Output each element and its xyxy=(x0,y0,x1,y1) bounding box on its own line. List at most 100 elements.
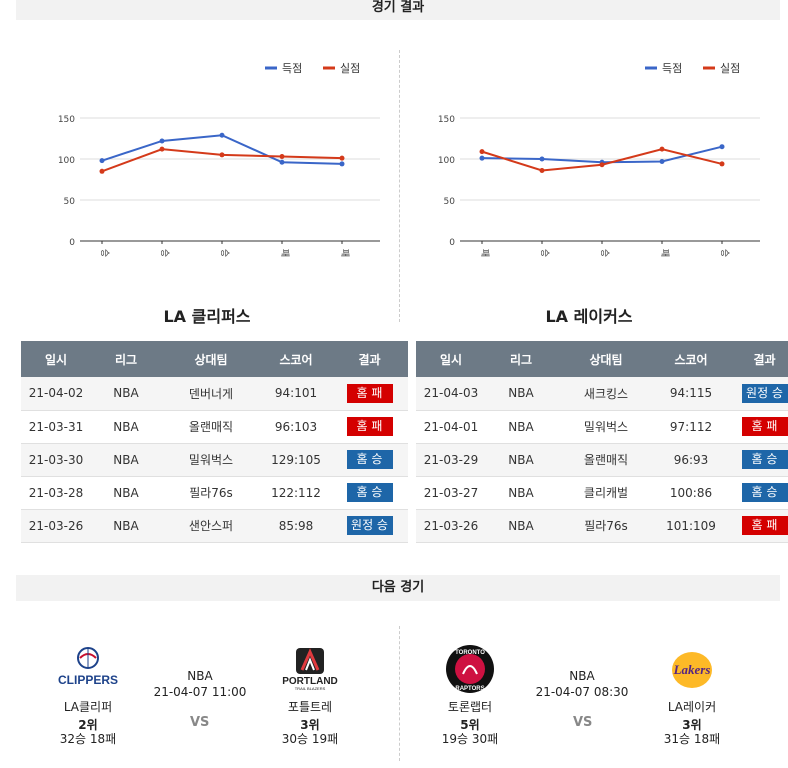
score-cell: 97:112 xyxy=(656,410,726,444)
next-game-section-header: 다음 경기 xyxy=(16,575,780,601)
svg-text:TRAIL BLAZERS: TRAIL BLAZERS xyxy=(295,686,326,691)
data-point xyxy=(539,156,545,162)
result-badge: 홈 패 xyxy=(741,417,788,436)
table-row: 21-04-02 NBA 덴버너게 94:101 홈 패 xyxy=(21,377,408,411)
right-results-table: 일시 리그 상대팀 스코어 결과 21-04-03 NBA 새크킹스 94:115 원정 승 21-… xyxy=(416,341,788,543)
y-tick-label: 0 xyxy=(449,238,455,248)
league-cell: NBA xyxy=(91,410,161,444)
home-team-rank: 2위 xyxy=(78,718,98,732)
data-point xyxy=(479,149,485,155)
left-chart: 0 50 100 150 승 승 승 패 패 득점 실점 xyxy=(40,50,380,270)
score-cell: 85:98 xyxy=(261,509,331,543)
league-cell: NBA xyxy=(486,443,556,477)
data-point xyxy=(479,155,485,161)
x-tick-label: 승 xyxy=(99,249,110,257)
data-point xyxy=(659,158,665,164)
result-badge: 홈 패 xyxy=(346,383,393,403)
game-league: NBA xyxy=(187,669,213,683)
table-row: 21-03-28 NBA 필라76s 122:112 홈 승 xyxy=(21,476,408,510)
column-header-date: 일시 xyxy=(21,341,91,377)
result-cell: 원정 승 xyxy=(726,377,788,411)
data-point xyxy=(279,159,285,165)
next-game-divider xyxy=(399,626,400,761)
league-cell: NBA xyxy=(486,509,556,543)
y-tick-label: 0 xyxy=(69,238,75,248)
table-row: 21-03-27 NBA 클리캐벌 100:86 홈 승 xyxy=(416,476,788,510)
away-team-rank: 3위 xyxy=(300,718,320,732)
x-tick-label: 패 xyxy=(479,249,490,257)
legend-label: 득점 xyxy=(282,62,302,75)
y-tick-label: 100 xyxy=(58,156,75,166)
score-cell: 100:86 xyxy=(656,476,726,510)
x-tick-label: 승 xyxy=(159,249,170,257)
result-badge: 홈 승 xyxy=(346,483,393,502)
opponent-cell: 올랜매직 xyxy=(556,443,656,477)
column-header-league: 리그 xyxy=(91,341,161,377)
away-team-record: 31승 18패 xyxy=(663,732,721,746)
y-tick-label: 50 xyxy=(444,197,456,207)
svg-text:Lakers: Lakers xyxy=(673,662,711,677)
legend-label: 득점 xyxy=(662,62,682,75)
right-chart: 0 50 100 150 패 승 승 패 승 득점 실점 xyxy=(420,50,760,270)
result-badge: 홈 패 xyxy=(741,516,788,535)
chart-divider xyxy=(399,50,400,322)
away-team-name: LA레이커 xyxy=(667,700,717,714)
game-league: NBA xyxy=(569,669,595,683)
home-team-rank: 5위 xyxy=(460,718,480,732)
home-team-record: 19승 30패 xyxy=(441,732,499,746)
game-datetime: 21-04-07 11:00 xyxy=(153,685,247,699)
x-tick-label: 승 xyxy=(539,249,550,257)
result-badge: 홈 승 xyxy=(741,483,788,502)
column-header-opponent: 상대팀 xyxy=(556,341,656,377)
league-cell: NBA xyxy=(486,476,556,510)
home-team-name: LA클리퍼 xyxy=(63,700,113,714)
lakers-logo: Lakers xyxy=(664,650,720,690)
y-tick-label: 150 xyxy=(438,115,455,125)
date-cell: 21-03-27 xyxy=(416,476,486,510)
away-team-name: 포틀트레 xyxy=(287,700,333,714)
table-row: 21-03-30 NBA 밀워벅스 129:105 홈 승 xyxy=(21,443,408,477)
table-row: 21-03-26 NBA 샌안스퍼 85:98 원정 승 xyxy=(21,509,408,543)
table-header-row: 일시 리그 상대팀 스코어 결과 xyxy=(21,341,408,377)
opponent-cell: 클리캐벌 xyxy=(556,476,656,510)
opponent-cell: 샌안스퍼 xyxy=(161,509,261,543)
column-header-league: 리그 xyxy=(486,341,556,377)
score-cell: 101:109 xyxy=(656,509,726,543)
opponent-cell: 덴버너게 xyxy=(161,377,261,411)
portland-logo: PORTLAND TRAIL BLAZERS xyxy=(280,646,340,692)
column-header-date: 일시 xyxy=(416,341,486,377)
result-cell: 홈 패 xyxy=(331,377,408,411)
opponent-cell: 새크킹스 xyxy=(556,377,656,411)
game-datetime: 21-04-07 08:30 xyxy=(535,685,629,699)
result-cell: 홈 승 xyxy=(726,476,788,510)
date-cell: 21-03-26 xyxy=(21,509,91,543)
data-point xyxy=(159,138,165,144)
result-cell: 홈 패 xyxy=(726,509,788,543)
league-cell: NBA xyxy=(91,377,161,411)
data-point xyxy=(659,146,665,152)
column-header-result: 결과 xyxy=(726,341,788,377)
result-cell: 원정 승 xyxy=(331,509,408,543)
series-line-score xyxy=(101,134,343,165)
x-tick-label: 패 xyxy=(659,249,670,257)
score-cell: 94:101 xyxy=(261,377,331,411)
svg-text:RAPTORS: RAPTORS xyxy=(455,686,484,692)
legend-label: 실점 xyxy=(340,62,360,75)
opponent-cell: 밀워벅스 xyxy=(161,443,261,477)
x-tick-label: 승 xyxy=(599,249,610,257)
data-point xyxy=(339,155,345,161)
score-cell: 122:112 xyxy=(261,476,331,510)
score-cell: 96:103 xyxy=(261,410,331,444)
date-cell: 21-04-02 xyxy=(21,377,91,411)
x-tick-label: 패 xyxy=(279,249,290,257)
score-cell: 129:105 xyxy=(261,443,331,477)
date-cell: 21-03-30 xyxy=(21,443,91,477)
data-point xyxy=(99,168,105,174)
vs-label: VS xyxy=(190,715,210,730)
league-cell: NBA xyxy=(91,443,161,477)
league-cell: NBA xyxy=(91,509,161,543)
result-cell: 홈 패 xyxy=(331,410,408,444)
left-score-chart: 0 50 100 150 승 승 승 패 패 득점 실점 xyxy=(58,62,380,257)
table-row: 21-03-26 NBA 필라76s 101:109 홈 패 xyxy=(416,509,788,543)
score-cell: 94:115 xyxy=(656,377,726,411)
